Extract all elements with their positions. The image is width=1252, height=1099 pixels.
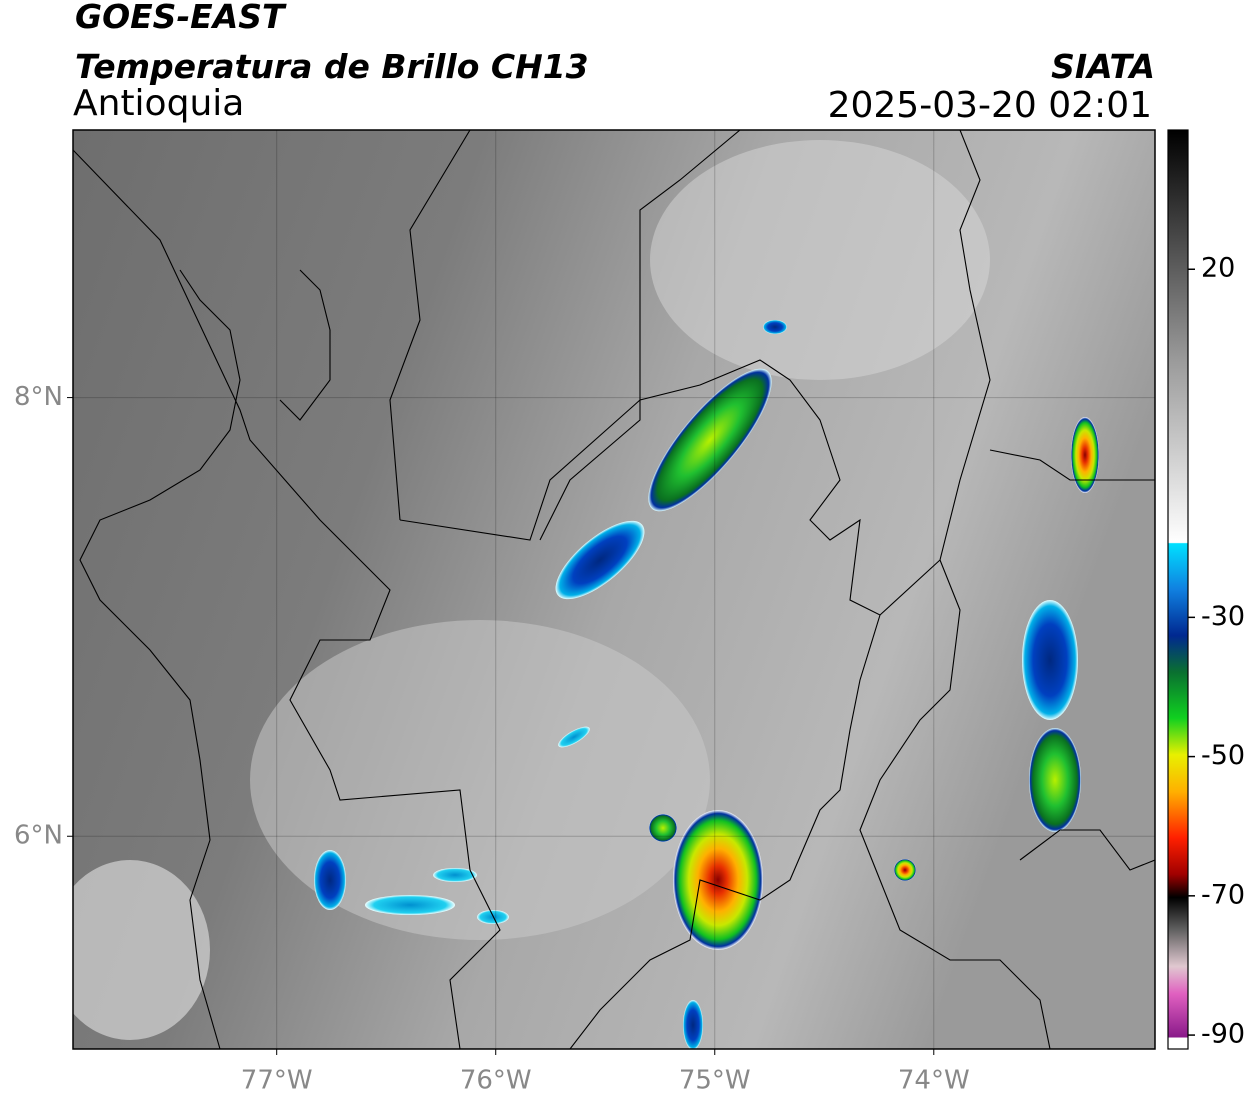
storm-cell [763, 320, 787, 334]
coast [279, 269, 331, 421]
storm-cell [314, 850, 346, 910]
border [389, 130, 471, 521]
storm-cell [683, 1000, 703, 1049]
colorbar-label: -90 [1201, 1019, 1245, 1050]
storm-cell [1071, 417, 1099, 493]
storm-cell [649, 814, 677, 842]
border [569, 614, 881, 1049]
border [399, 130, 991, 616]
graticule [73, 130, 1155, 1049]
x-tick-label: 76°W [460, 1066, 532, 1096]
storm-cell [673, 810, 763, 950]
storm-cell [558, 726, 590, 748]
title: GOES-EAST [75, 0, 287, 36]
colorbar-label: -30 [1201, 601, 1245, 632]
subtitle: Temperatura de Brillo CH13 [75, 47, 589, 86]
cloud [650, 140, 990, 380]
colorbar [1167, 129, 1189, 1050]
colorbar-label: 20 [1201, 253, 1235, 284]
cloud [73, 860, 210, 1040]
storm-cell [555, 520, 645, 600]
coast [79, 269, 241, 1049]
storm-cell [648, 368, 772, 512]
map-image [73, 130, 1155, 1049]
colorbar-label: -70 [1201, 879, 1245, 910]
cloud [250, 620, 710, 940]
map-frame [72, 129, 1156, 1050]
datetime: 2025-03-20 02:01 [828, 85, 1152, 126]
border [989, 449, 1155, 481]
border [539, 130, 741, 541]
storm-cell [433, 868, 477, 882]
x-tick-label: 74°W [898, 1066, 970, 1096]
storm-cell [894, 859, 916, 881]
y-tick-label: 6°N [14, 821, 63, 851]
colorbar-label: -50 [1201, 740, 1245, 771]
border [73, 149, 501, 1049]
region: Antioquia [73, 83, 244, 124]
y-tick-label: 8°N [14, 382, 63, 412]
map-background [73, 130, 1155, 1049]
source: SIATA [1051, 47, 1155, 86]
border [1019, 829, 1155, 871]
storm-cell [365, 895, 455, 915]
storm-cell [1029, 728, 1081, 832]
border [859, 559, 1051, 1049]
x-tick-label: 77°W [241, 1066, 313, 1096]
x-tick-label: 75°W [679, 1066, 751, 1096]
storm-cell [1022, 600, 1078, 720]
